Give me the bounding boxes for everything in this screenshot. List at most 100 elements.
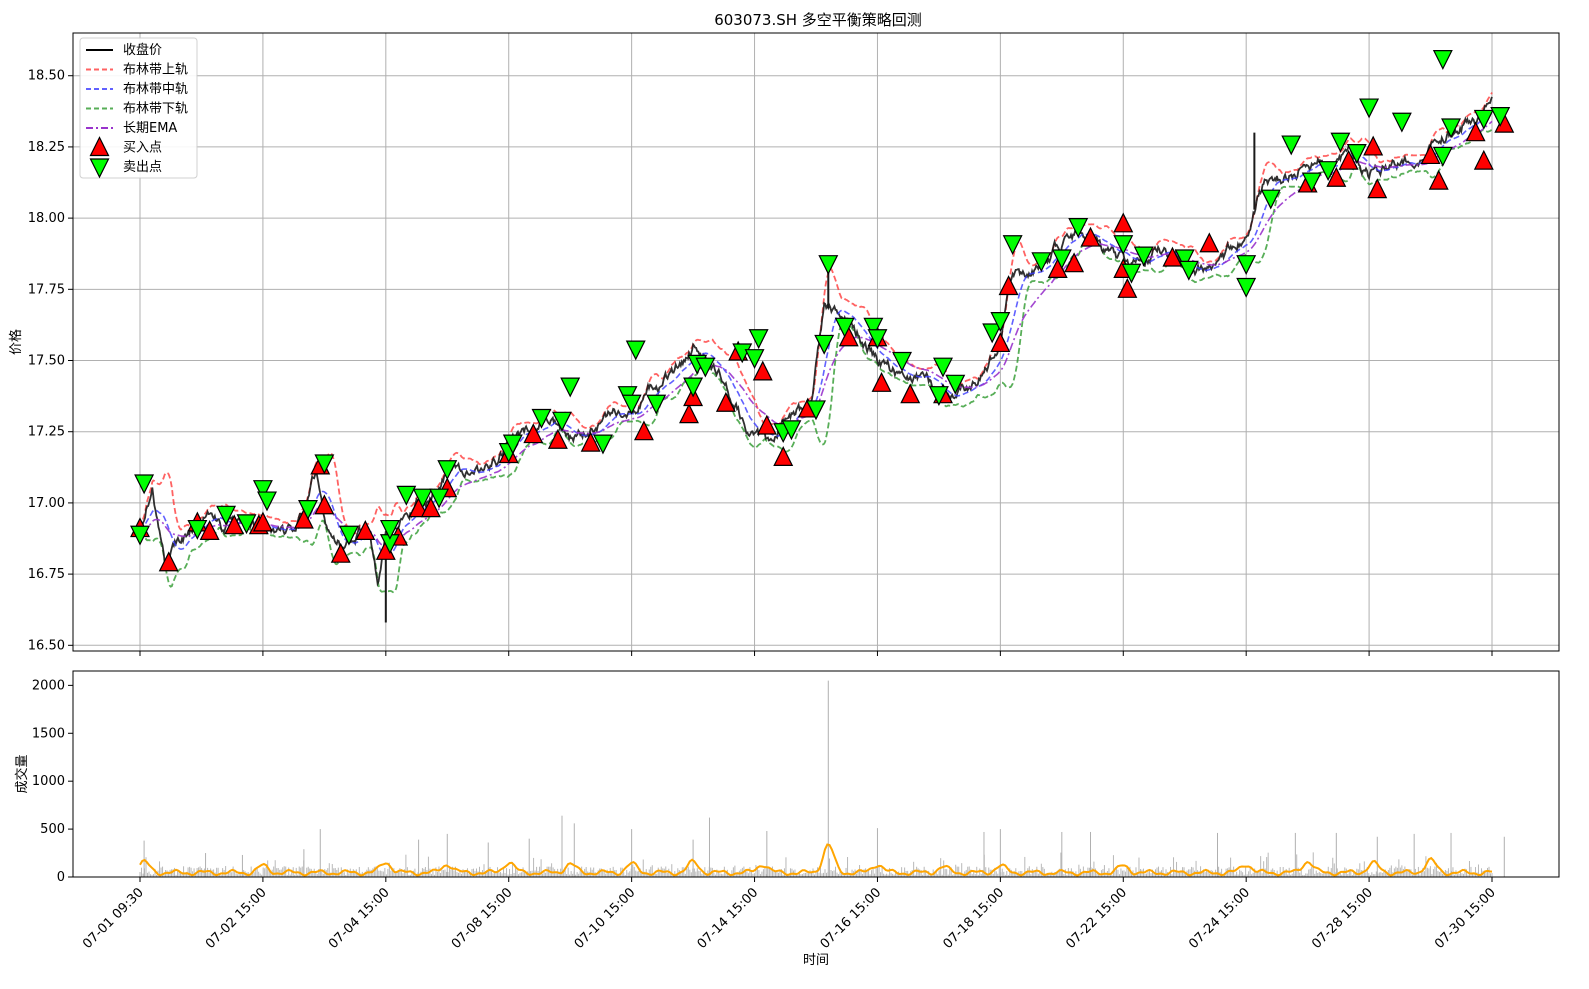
buy-marker bbox=[314, 494, 335, 515]
buy-marker bbox=[1326, 166, 1347, 187]
buy-marker bbox=[752, 360, 773, 381]
sell-marker bbox=[1174, 249, 1195, 270]
sell-marker bbox=[1391, 112, 1412, 133]
volume-xtick-label: 07-22 15:00 bbox=[1063, 885, 1130, 952]
buy-marker bbox=[224, 514, 245, 535]
buy-marker bbox=[900, 383, 921, 404]
volume-ylabel: 成交量 bbox=[14, 754, 30, 793]
buy-marker bbox=[1113, 212, 1134, 233]
chart-title: 603073.SH 多空平衡策略回测 bbox=[714, 11, 922, 29]
buy-marker bbox=[330, 542, 351, 563]
sell-marker bbox=[625, 340, 646, 361]
sell-marker bbox=[621, 394, 642, 415]
sell-marker bbox=[1002, 235, 1023, 256]
buy-marker bbox=[998, 275, 1019, 296]
volume-xtick-label: 07-08 15:00 bbox=[449, 885, 516, 952]
sell-marker bbox=[818, 255, 839, 276]
sell-marker bbox=[1236, 255, 1257, 276]
sell-marker bbox=[1473, 109, 1494, 130]
price-ytick-label: 18.00 bbox=[28, 211, 65, 226]
sell-marker bbox=[1318, 161, 1339, 182]
sell-marker bbox=[412, 488, 433, 509]
price-ytick-label: 16.75 bbox=[28, 567, 65, 582]
sell-marker bbox=[379, 519, 400, 540]
sell-marker bbox=[298, 500, 318, 520]
sell-marker bbox=[1432, 50, 1453, 70]
legend-box bbox=[79, 37, 198, 179]
sell-marker bbox=[1281, 135, 1302, 156]
sell-marker bbox=[1301, 172, 1322, 193]
sell-marker bbox=[437, 460, 458, 481]
legend-swatch-sell bbox=[89, 158, 110, 179]
buy-marker bbox=[1064, 252, 1085, 273]
volume-xtick-label: 07-04 15:00 bbox=[326, 885, 393, 952]
buy-marker bbox=[773, 445, 794, 466]
sell-marker bbox=[1121, 263, 1142, 284]
sell-marker bbox=[531, 408, 552, 429]
buy-marker bbox=[1465, 121, 1486, 142]
buy-marker bbox=[715, 391, 736, 412]
volume-ytick-label: 500 bbox=[40, 822, 65, 837]
buy-marker bbox=[1473, 149, 1494, 170]
sell-marker bbox=[187, 519, 208, 540]
sell-marker bbox=[945, 374, 966, 395]
buy-marker bbox=[633, 420, 654, 441]
sell-marker bbox=[592, 434, 613, 455]
sell-marker bbox=[1490, 106, 1511, 127]
volume-ma-line bbox=[139, 843, 1493, 877]
buy-marker bbox=[1367, 178, 1388, 199]
buy-marker bbox=[1428, 169, 1449, 190]
sell-marker bbox=[1330, 132, 1351, 153]
price-ytick-label: 17.25 bbox=[28, 425, 65, 440]
sell-marker bbox=[1113, 235, 1134, 256]
volume-xtick-label: 07-30 15:00 bbox=[1432, 885, 1499, 952]
sell-marker bbox=[314, 454, 335, 475]
price-ylabel: 价格 bbox=[8, 329, 24, 355]
volume-xtick-label: 07-28 15:00 bbox=[1309, 885, 1376, 952]
sell-marker bbox=[748, 329, 769, 350]
buy-marker bbox=[420, 497, 441, 518]
legend-label: 收盘价 bbox=[123, 42, 162, 58]
sell-marker bbox=[257, 491, 277, 512]
buy-marker bbox=[580, 431, 601, 452]
buy-marker bbox=[1080, 226, 1101, 247]
buy-marker bbox=[547, 428, 568, 449]
sell-marker bbox=[560, 377, 581, 398]
buy-marker bbox=[679, 403, 699, 424]
price-ytick-label: 16.50 bbox=[28, 638, 65, 653]
volume-xtick-label: 07-10 15:00 bbox=[572, 885, 639, 952]
sell-marker bbox=[429, 488, 450, 509]
volume-ytick-label: 0 bbox=[57, 870, 65, 885]
sell-marker bbox=[683, 377, 704, 398]
sell-marker bbox=[502, 434, 523, 455]
sell-marker bbox=[252, 480, 273, 501]
volume-xlabel: 时间 bbox=[803, 953, 829, 968]
sell-marker bbox=[867, 329, 888, 350]
legend-label: 长期EMA bbox=[123, 121, 177, 136]
buy-marker bbox=[252, 511, 273, 532]
sell-marker bbox=[1346, 144, 1367, 164]
buy-marker bbox=[990, 332, 1011, 353]
sell-marker bbox=[1441, 118, 1462, 139]
price-ytick-label: 18.50 bbox=[28, 69, 65, 84]
sell-marker bbox=[130, 525, 150, 546]
legend-label: 布林带中轨 bbox=[123, 82, 188, 97]
sell-marker bbox=[806, 400, 826, 421]
volume-xtick-label: 07-01 09:30 bbox=[80, 885, 147, 952]
price-ytick-label: 17.75 bbox=[28, 282, 65, 297]
sell-marker bbox=[1359, 98, 1380, 119]
sell-marker bbox=[982, 323, 1003, 344]
buy-marker bbox=[199, 520, 220, 540]
volume-plot-frame bbox=[72, 670, 1560, 878]
sell-marker bbox=[1432, 146, 1453, 167]
sell-marker bbox=[338, 525, 359, 546]
sell-marker bbox=[863, 317, 884, 338]
legend-label: 布林带下轨 bbox=[123, 102, 188, 117]
legend-label: 布林带上轨 bbox=[123, 63, 188, 78]
sell-marker bbox=[834, 317, 855, 338]
sell-marker bbox=[1051, 249, 1072, 270]
sell-marker bbox=[1133, 246, 1154, 267]
buy-marker bbox=[1420, 144, 1441, 165]
